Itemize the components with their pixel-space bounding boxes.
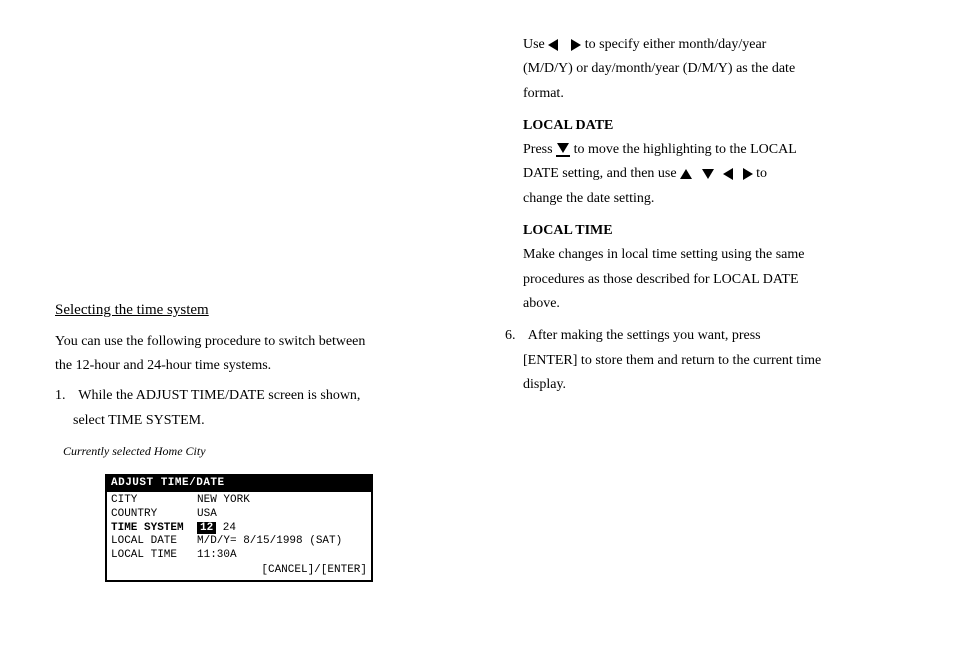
left-arrow-icon — [548, 39, 558, 51]
local-time-line1: Make changes in local time setting using… — [505, 245, 905, 265]
step6: 6. After making the settings you want, p… — [505, 326, 905, 346]
panel-title: ADJUST TIME/DATE — [107, 476, 371, 492]
local-date-line1: Press to move the highlighting to the LO… — [505, 140, 905, 160]
date-format-line2: (M/D/Y) or day/month/year (D/M/Y) as the… — [505, 59, 905, 79]
intro-line2: the 12-hour and 24-hour time systems. — [55, 356, 435, 376]
selected-time-system[interactable]: 12 — [197, 522, 216, 534]
down-arrow-icon — [702, 169, 714, 179]
left-arrow-icon — [723, 168, 733, 180]
local-time-heading: LOCAL TIME — [505, 221, 905, 241]
local-date-heading: LOCAL DATE — [505, 116, 905, 136]
section-heading: Selecting the time system — [55, 300, 435, 324]
row-local-time: LOCAL TIME11:30A — [111, 549, 367, 563]
row-city: CITYNEW YORK — [111, 494, 367, 508]
left-column: Selecting the time system You can use th… — [55, 300, 435, 582]
step6-text3: display. — [505, 375, 905, 395]
date-format-line1: Use to specify either month/day/year — [505, 35, 905, 55]
step6-text2: [ENTER] to store them and return to the … — [505, 351, 905, 371]
row-country: COUNTRYUSA — [111, 508, 367, 522]
right-arrow-icon — [743, 168, 753, 180]
down-to-end-arrow-icon — [556, 143, 570, 157]
up-arrow-icon — [680, 169, 692, 179]
step1-text1: While the ADJUST TIME/DATE screen is sho… — [78, 388, 360, 403]
step6-text1: After making the settings you want, pres… — [528, 328, 761, 343]
text: Press — [523, 142, 556, 157]
row-time-system: TIME SYSTEM12 24 — [111, 522, 367, 536]
text: to specify either month/day/year — [585, 37, 767, 52]
text: DATE setting, and then use — [523, 166, 680, 181]
panel-body: CITYNEW YORK COUNTRYUSA TIME SYSTEM12 24… — [107, 492, 371, 564]
step-number: 6. — [505, 328, 516, 343]
panel-footer: [CANCEL]/[ENTER] — [107, 564, 371, 580]
step1-text2: select TIME SYSTEM. — [55, 411, 435, 431]
text: Use — [523, 37, 548, 52]
page: Use to specify either month/day/year (M/… — [0, 0, 954, 60]
step1: 1. While the ADJUST TIME/DATE screen is … — [55, 386, 435, 406]
text: to move the highlighting to the LOCAL — [574, 142, 797, 157]
local-date-line2: DATE setting, and then use to — [505, 164, 905, 184]
text: to — [756, 166, 767, 181]
row-local-date: LOCAL DATEM/D/Y= 8/15/1998 (SAT) — [111, 535, 367, 549]
local-time-line2: procedures as those described for LOCAL … — [505, 270, 905, 290]
figure-caption: Currently selected Home City — [63, 443, 435, 460]
adjust-time-date-panel: ADJUST TIME/DATE CITYNEW YORK COUNTRYUSA… — [105, 474, 373, 581]
local-time-line3: above. — [505, 294, 905, 314]
local-date-line3: change the date setting. — [505, 189, 905, 209]
date-format-line3: format. — [505, 84, 905, 104]
step-number: 1. — [55, 388, 66, 403]
intro-line1: You can use the following procedure to s… — [55, 332, 435, 352]
right-arrow-icon — [571, 39, 581, 51]
right-column: Use to specify either month/day/year (M/… — [505, 35, 905, 399]
